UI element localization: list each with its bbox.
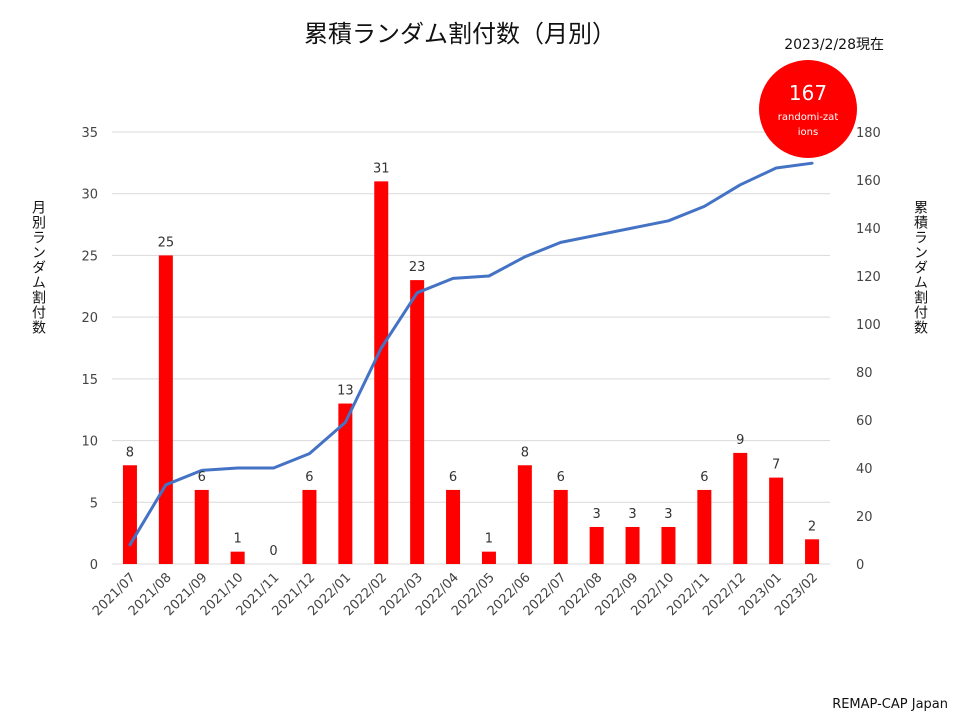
y-tick-label: 10 — [81, 435, 98, 450]
data-labels: 8 25 6 1 0 6 13 31 23 6 1 8 6 3 3 3 6 9 7 2 — [126, 161, 816, 559]
bar — [625, 526, 640, 564]
bar — [194, 489, 209, 564]
bar-value-label: 8 — [521, 445, 529, 460]
bar-value-label: 6 — [557, 470, 565, 485]
bar — [481, 551, 496, 564]
bar-value-label: 7 — [772, 458, 780, 473]
bar-value-label: 3 — [593, 507, 601, 522]
y2-tick-label: 40 — [856, 462, 873, 477]
y-tick-label: 15 — [81, 373, 98, 388]
bar — [374, 181, 389, 564]
bar-value-label: 6 — [305, 470, 313, 485]
as-of-date: 2023/2/28現在 — [784, 37, 884, 53]
y-tick-label: 0 — [90, 558, 98, 573]
bar-value-label: 2 — [808, 519, 816, 534]
bar — [553, 489, 568, 564]
bar — [302, 489, 317, 564]
bar — [122, 465, 137, 564]
y2-tick-label: 160 — [856, 174, 881, 189]
total-label: randomi-zations — [777, 112, 839, 138]
bar — [589, 526, 604, 564]
left-axis-ticks: 0 5 10 15 20 25 30 35 — [81, 126, 98, 573]
y2-tick-label: 80 — [856, 366, 873, 381]
y2-tick-label: 20 — [856, 510, 873, 525]
y-tick-label: 20 — [81, 311, 98, 326]
bar-value-label: 9 — [736, 433, 744, 448]
y2-tick-label: 60 — [856, 414, 873, 429]
right-axis-ticks: 0 20 40 60 80 100 120 140 160 180 — [856, 126, 881, 573]
bar-value-label: 3 — [628, 507, 636, 522]
bar — [338, 403, 353, 564]
bar-value-label: 31 — [373, 161, 390, 176]
bar — [158, 255, 173, 564]
bar — [446, 489, 461, 564]
x-axis-ticks: 2021/072021/082021/092021/102021/112021/… — [90, 570, 821, 619]
y-tick-label: 5 — [90, 496, 98, 511]
bar-value-label: 0 — [269, 544, 277, 559]
bar-value-label: 6 — [198, 470, 206, 485]
bar — [230, 551, 245, 564]
bar-value-label: 8 — [126, 445, 134, 460]
y-tick-label: 25 — [81, 249, 98, 264]
cumulative-line-series — [128, 161, 814, 547]
y2-tick-label: 0 — [856, 558, 864, 573]
total-badge: 167 randomi-zations — [759, 60, 857, 158]
bar-value-label: 3 — [664, 507, 672, 522]
bar — [697, 489, 712, 564]
source-credit: REMAP-CAP Japan — [832, 697, 948, 712]
y2-tick-label: 140 — [856, 222, 881, 237]
bar-value-label: 13 — [337, 384, 354, 399]
y2-tick-label: 100 — [856, 318, 881, 333]
bar-value-label: 25 — [158, 235, 175, 250]
bar-value-label: 23 — [409, 260, 426, 275]
bar-value-label: 1 — [485, 532, 493, 547]
y-axis-label-left: 月別ランダム割付数 — [30, 200, 46, 335]
bar — [769, 477, 784, 564]
bar-value-label: 1 — [234, 532, 242, 547]
total-value: 167 — [788, 81, 828, 105]
y2-tick-label: 120 — [856, 270, 881, 285]
bar-value-label: 6 — [700, 470, 708, 485]
y2-tick-label: 180 — [856, 126, 881, 141]
bar-value-label: 6 — [449, 470, 457, 485]
chart-title: 累積ランダム割付数（月別） — [304, 20, 616, 48]
bar — [733, 452, 748, 564]
y-axis-label-right: 累積ランダム割付数 — [912, 200, 928, 335]
bar-series — [122, 181, 820, 564]
cumulative-line — [128, 161, 814, 547]
bar — [661, 526, 676, 564]
bar — [410, 280, 425, 564]
bar — [805, 539, 820, 564]
y-tick-label: 30 — [81, 188, 98, 203]
y-tick-label: 35 — [81, 126, 98, 141]
bar — [517, 465, 532, 564]
